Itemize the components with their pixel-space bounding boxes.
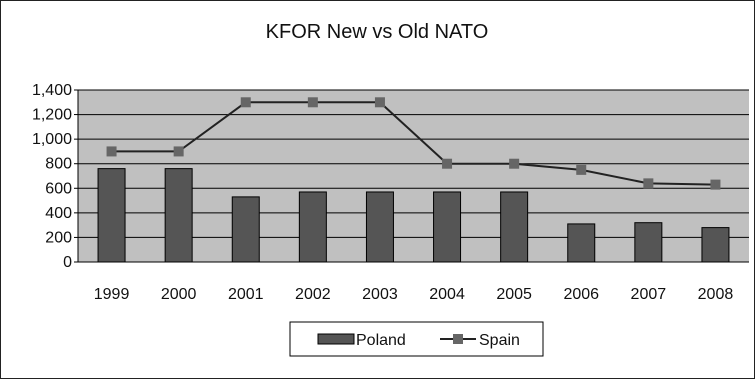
x-tick-label: 2004 bbox=[429, 286, 465, 303]
bar-poland bbox=[298, 191, 327, 263]
point-spain bbox=[509, 158, 520, 169]
line-spain bbox=[111, 101, 716, 186]
bar-poland bbox=[500, 191, 529, 263]
legend-marker-spain bbox=[453, 334, 463, 344]
bar-poland bbox=[567, 223, 596, 263]
y-tick-label: 600 bbox=[45, 180, 72, 197]
x-tick-label: 2002 bbox=[295, 286, 331, 303]
x-tick-label: 2008 bbox=[698, 286, 734, 303]
point-spain bbox=[442, 158, 453, 169]
y-tick-label: 0 bbox=[63, 254, 72, 271]
legend: Poland Spain bbox=[289, 321, 544, 357]
point-spain bbox=[106, 146, 117, 157]
point-spain bbox=[307, 97, 318, 108]
y-tick-label: 400 bbox=[45, 205, 72, 222]
bar-poland bbox=[164, 168, 193, 263]
y-tick-label: 1,400 bbox=[32, 82, 72, 99]
spain-line bbox=[106, 97, 721, 190]
x-tick-label: 2000 bbox=[161, 286, 197, 303]
bar-poland bbox=[433, 191, 462, 263]
bar-poland bbox=[365, 191, 394, 263]
chart-title: KFOR New vs Old NATO bbox=[266, 21, 489, 43]
x-tick-label: 2003 bbox=[362, 286, 398, 303]
legend-label-spain: Spain bbox=[479, 332, 520, 349]
point-spain bbox=[576, 164, 587, 175]
x-tick-label: 2001 bbox=[228, 286, 264, 303]
point-spain bbox=[173, 146, 184, 157]
bar-poland bbox=[97, 168, 126, 263]
point-spain bbox=[240, 97, 251, 108]
x-tick-label: 1999 bbox=[94, 286, 130, 303]
bar-poland bbox=[701, 227, 730, 263]
point-spain bbox=[374, 97, 385, 108]
point-spain bbox=[643, 178, 654, 189]
y-tick-label: 1,000 bbox=[32, 131, 72, 148]
y-tick-label: 800 bbox=[45, 156, 72, 173]
bar-poland bbox=[634, 222, 663, 263]
x-tick-label: 2007 bbox=[631, 286, 667, 303]
y-tick-label: 200 bbox=[45, 229, 72, 246]
y-tick-label: 1,200 bbox=[32, 107, 72, 124]
bar-poland bbox=[231, 196, 260, 263]
x-tick-label: 2006 bbox=[563, 286, 599, 303]
x-axis-ticks: 1999 2000 2001 2002 2003 2004 2005 2006 2007 2008 bbox=[94, 286, 734, 303]
legend-label-poland: Poland bbox=[356, 332, 406, 349]
point-spain bbox=[710, 179, 721, 190]
y-axis-ticks: 0 200 400 600 800 1,000 1,200 1,400 bbox=[32, 82, 78, 271]
x-tick-label: 2005 bbox=[496, 286, 532, 303]
legend-swatch-poland bbox=[317, 333, 355, 345]
poland-bars bbox=[97, 168, 730, 263]
